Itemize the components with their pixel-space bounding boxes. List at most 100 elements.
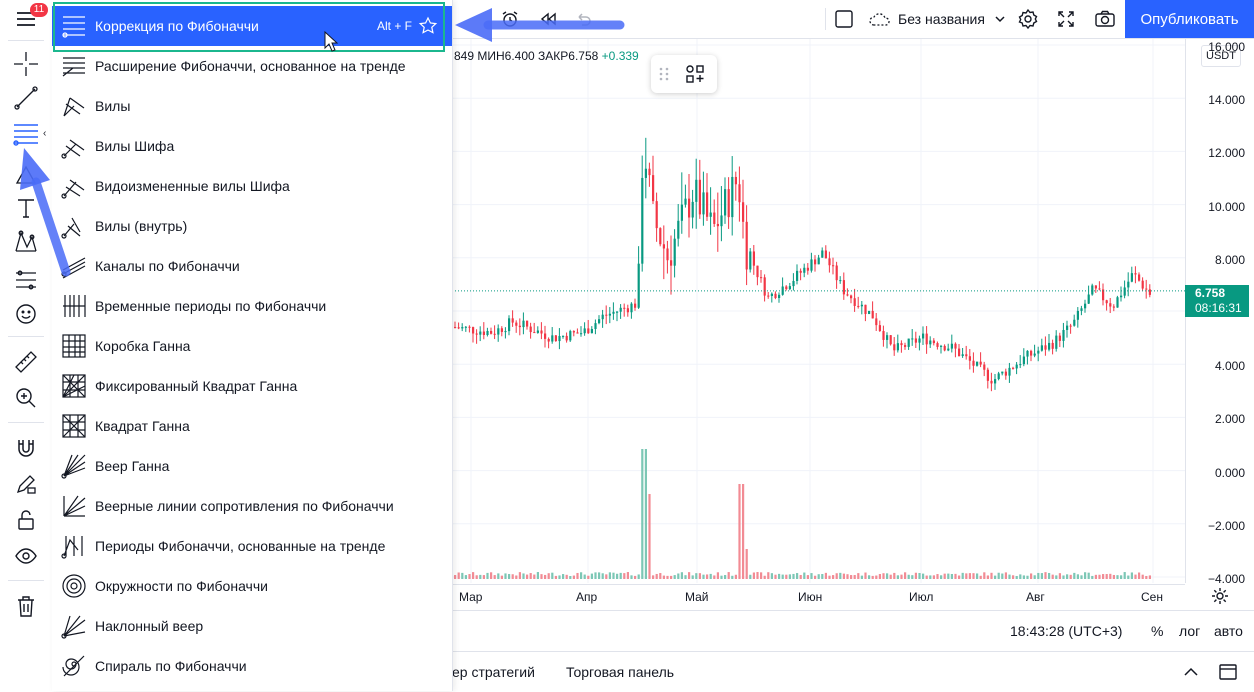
- remove-drawings-tool[interactable]: [10, 590, 42, 622]
- menu-item-fib-circles[interactable]: Окружности по Фибоначчи: [52, 566, 452, 606]
- menu-item-label: Наклонный веер: [95, 618, 204, 634]
- tilted-fan-icon: [60, 612, 88, 640]
- text-tool[interactable]: [10, 192, 42, 224]
- auto-toggle[interactable]: авто: [1214, 623, 1243, 639]
- menu-item-label: Спираль по Фибоначчи: [95, 658, 247, 674]
- ohlc-change: +0.339: [601, 49, 639, 63]
- top-toolbar: Без названия: [452, 0, 1254, 39]
- menu-item-schiff-pitchfork[interactable]: Вилы Шифа: [52, 126, 452, 166]
- chart-settings-icon[interactable]: [1210, 586, 1230, 606]
- time-tick: Июн: [798, 590, 823, 604]
- trend-line-tool[interactable]: [10, 82, 42, 114]
- ohlc-close-value: 6.758: [568, 49, 599, 63]
- alert-button[interactable]: [496, 3, 524, 35]
- price-chart[interactable]: [452, 39, 1185, 583]
- hide-drawings-tool[interactable]: [10, 540, 42, 572]
- clock[interactable]: 18:43:28 (UTC+3): [1010, 623, 1123, 639]
- menu-item-fib-retracement[interactable]: Коррекция по Фибоначчи Alt + F: [52, 6, 452, 46]
- expand-group-icon[interactable]: ‹: [43, 128, 47, 139]
- menu-item-gann-fan[interactable]: Веер Ганна: [52, 446, 452, 486]
- collapse-panel-icon[interactable]: [1182, 663, 1200, 686]
- prediction-tool[interactable]: [10, 264, 42, 296]
- crosshair-icon: [14, 52, 38, 76]
- price-tick: 10.000: [1208, 199, 1245, 214]
- pencil-lock-icon: [16, 475, 36, 494]
- log-toggle[interactable]: лог: [1179, 623, 1201, 639]
- fullscreen-icon: [1058, 11, 1074, 27]
- menu-item-label: Временные периоды по Фибоначчи: [95, 298, 327, 314]
- rewind-icon: [540, 12, 556, 26]
- layout-name-button[interactable]: Без названия: [868, 3, 1008, 35]
- ohlc-low-value: 6.400: [504, 49, 535, 63]
- toolbar-separator: [8, 422, 44, 423]
- icons-tool[interactable]: [10, 298, 42, 330]
- last-price-label: 6.758 08:16:31: [1185, 285, 1249, 317]
- stay-in-draw-tool[interactable]: [10, 468, 42, 500]
- eye-icon: [15, 548, 37, 564]
- forecast-icon: [16, 270, 36, 290]
- menu-item-gann-square-fixed[interactable]: Фиксированный Квадрат Ганна: [52, 366, 452, 406]
- menu-item-gann-box[interactable]: Коробка Ганна: [52, 326, 452, 366]
- cloud-icon: [869, 13, 890, 26]
- publish-button[interactable]: Опубликовать: [1125, 0, 1254, 38]
- object-tree-icon[interactable]: [677, 64, 713, 84]
- currency-badge[interactable]: USDT: [1201, 45, 1241, 67]
- menu-item-label: Окружности по Фибоначчи: [95, 578, 268, 594]
- menu-item-label: Квадрат Ганна: [95, 418, 190, 434]
- toolbar-divider: [825, 8, 826, 30]
- price-tick: −2.000: [1207, 518, 1245, 533]
- snapshot-button[interactable]: [1091, 3, 1119, 35]
- menu-item-fib-speed-fan[interactable]: Веерные линии сопротивления по Фибоначчи: [52, 486, 452, 526]
- time-axis[interactable]: Мар Апр Май Июн Июл Авг Сен: [452, 584, 1185, 609]
- smiley-icon: [16, 304, 36, 324]
- menu-item-fib-extension[interactable]: Расширение Фибоначчи, основанное на трен…: [52, 46, 452, 86]
- floating-widget[interactable]: [651, 55, 717, 93]
- menu-item-fib-channel[interactable]: Каналы по Фибоначчи: [52, 246, 452, 286]
- menu-item-tilted-fan[interactable]: Наклонный веер: [52, 606, 452, 646]
- maximize-panel-icon[interactable]: [1218, 662, 1238, 687]
- replay-button[interactable]: [534, 3, 562, 35]
- settings-button[interactable]: [1014, 3, 1042, 35]
- chart-area[interactable]: [452, 39, 1185, 583]
- fib-extension-icon: [60, 52, 88, 80]
- tab-trading-panel[interactable]: Торговая панель: [566, 664, 675, 680]
- favorite-star-icon[interactable]: [418, 16, 438, 36]
- patterns-tool[interactable]: [10, 158, 42, 190]
- price-tick: 0.000: [1214, 465, 1245, 480]
- layout-name: Без названия: [898, 11, 985, 27]
- tab-strategy-tester[interactable]: ер стратегий: [452, 664, 535, 680]
- menu-item-label: Расширение Фибоначчи, основанное на трен…: [95, 58, 406, 74]
- layout-toggle-button[interactable]: [830, 3, 858, 35]
- menu-item-fib-spiral[interactable]: Спираль по Фибоначчи: [52, 646, 452, 686]
- percent-toggle[interactable]: %: [1151, 623, 1164, 639]
- price-tick: −4.000: [1207, 572, 1245, 586]
- menu-item-label: Веерные линии сопротивления по Фибоначчи: [95, 498, 394, 514]
- menu-item-label: Вилы Шифа: [95, 138, 175, 154]
- zoom-tool[interactable]: [10, 382, 42, 414]
- xabcd-tool[interactable]: [10, 226, 42, 258]
- menu-item-fib-timezone[interactable]: Временные периоды по Фибоначчи: [52, 286, 452, 326]
- undo-button[interactable]: [570, 3, 598, 35]
- crosshair-tool[interactable]: [10, 48, 42, 80]
- fullscreen-button[interactable]: [1052, 3, 1080, 35]
- drag-handle-icon[interactable]: [651, 67, 677, 81]
- magnet-tool[interactable]: [10, 432, 42, 464]
- menu-item-label: Коробка Ганна: [95, 338, 191, 354]
- countdown: 08:16:31: [1195, 301, 1242, 315]
- menu-item-gann-square[interactable]: Квадрат Ганна: [52, 406, 452, 446]
- menu-item-inside-pitchfork[interactable]: Вилы (внутрь): [52, 206, 452, 246]
- price-tick: 2.000: [1214, 412, 1245, 427]
- menu-item-pitchfork[interactable]: Вилы: [52, 86, 452, 126]
- menu-item-label: Веер Ганна: [95, 458, 170, 474]
- menu-item-label: Видоизмененные вилы Шифа: [95, 178, 290, 194]
- menu-item-label: Фиксированный Квадрат Ганна: [95, 378, 298, 394]
- fib-trend-time-icon: [60, 532, 88, 560]
- fib-tools-group[interactable]: [10, 118, 42, 150]
- menu-item-modified-schiff[interactable]: Видоизмененные вилы Шифа: [52, 166, 452, 206]
- notification-badge: 11: [30, 3, 48, 17]
- fib-circles-icon: [60, 572, 88, 600]
- ruler-tool[interactable]: [10, 346, 42, 378]
- lock-drawings-tool[interactable]: [10, 504, 42, 536]
- menu-item-fib-trend-time[interactable]: Периоды Фибоначчи, основанные на тренде: [52, 526, 452, 566]
- time-tick: Мар: [459, 590, 483, 604]
